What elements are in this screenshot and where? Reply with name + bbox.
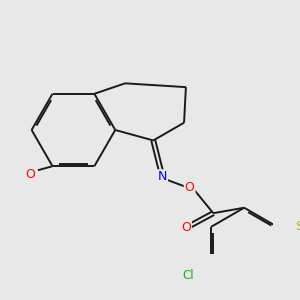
Text: O: O	[25, 168, 35, 181]
Text: O: O	[185, 181, 195, 194]
Text: O: O	[181, 221, 191, 234]
Text: N: N	[158, 170, 167, 183]
Text: S: S	[295, 220, 300, 233]
Text: Cl: Cl	[182, 269, 194, 282]
